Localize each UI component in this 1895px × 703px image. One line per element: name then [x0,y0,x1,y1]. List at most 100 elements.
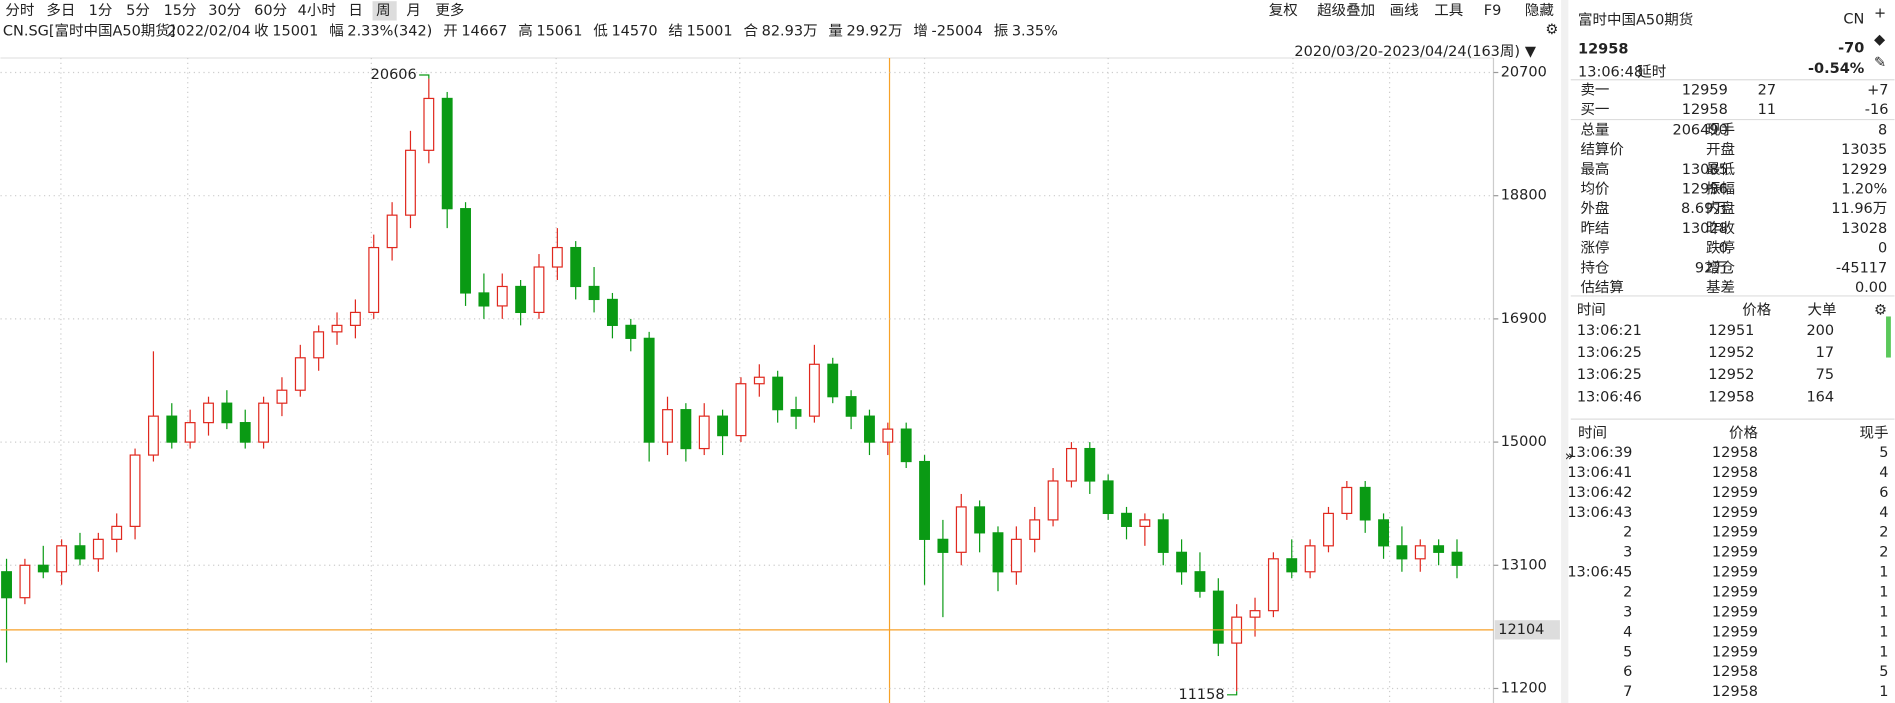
candle-body [1029,519,1041,540]
big-trade-time: 13:06:25 [1577,345,1642,361]
period-tab[interactable]: 分时 [5,2,34,19]
stat-label: 外盘 [1580,199,1609,217]
big-trade-price: 12952 [1708,367,1754,383]
info-label: 振 [994,22,1009,39]
candle-body [717,415,729,437]
tick-time: 3 [1623,604,1632,620]
candle-body [1267,558,1279,612]
tick-price: 12958 [1712,445,1758,461]
candle-body [1304,545,1316,573]
low-pointer [1227,691,1238,696]
bar-date: 2022/02/04 [167,23,250,39]
stat-label: 昨收 [1706,220,1735,237]
candle-body [496,285,508,307]
tick-time: 4 [1623,624,1632,640]
bell-button[interactable]: ◆ [1874,32,1886,48]
period-tab[interactable]: 15分 [164,2,197,19]
info-value: 29.92万 [847,23,903,39]
tick-price: 12958 [1712,664,1758,680]
settings-button[interactable]: ⚙ [1874,302,1887,318]
candle-body [313,331,325,359]
tick-price: 12958 [1712,684,1758,700]
candle-body [19,564,31,599]
tool-button[interactable]: 工具 [1434,3,1463,19]
tool-button[interactable]: 画线 [1390,2,1419,19]
candle-body [423,97,435,151]
splitter-arrow[interactable]: » [1565,449,1574,465]
tick-price: 12959 [1712,545,1758,561]
stat-value: -45117 [1836,260,1887,276]
quote-panel: + ◆ ✎ ⚙ ⚙ [1545,5,1895,420]
candle-body [1,571,12,599]
stat-label: 现手 [1706,121,1735,138]
tick-price: 12959 [1712,624,1758,640]
big-trade-qty: 75 [1816,367,1834,383]
info-value: 14570 [611,23,657,39]
candle-body [1121,512,1132,527]
stat-label: 跌停 [1706,240,1735,257]
period-tab[interactable]: 更多 [435,2,464,19]
candle-body [1010,538,1022,573]
candle-body [680,409,692,450]
period-tab[interactable]: 1分 [89,2,113,19]
info-value: 15061 [536,23,582,39]
candle-body [460,208,471,294]
period-tab[interactable]: 5分 [126,2,150,19]
stat-label: 内盘 [1706,199,1735,217]
period-tab[interactable]: 日 [348,3,363,19]
add-button[interactable]: + [1874,5,1886,21]
tool-button[interactable]: 复权 [1269,1,1298,19]
quote-code: CN [1843,11,1864,27]
candle-body [405,149,416,216]
book-price: 12959 [1682,83,1728,99]
active-period-bg [372,1,397,21]
tool-button[interactable]: 隐藏 [1525,2,1554,19]
edit-button[interactable]: ✎ [1874,55,1886,71]
candle-body [1323,512,1334,547]
tool-button[interactable]: 超级叠加 [1317,2,1375,19]
info-label: 合 [743,22,758,39]
candle-body [1286,558,1298,573]
y-tick-label: 15000 [1501,434,1547,450]
tick-time: 13:06:45 [1567,565,1632,581]
quote-delay: 延时 [1637,63,1666,80]
tick-time: 13:06:42 [1567,485,1632,501]
candle-body [625,324,637,339]
book-label: 卖一 [1580,82,1609,99]
tool-button[interactable]: F9 [1484,3,1502,19]
big-trade-price: 12958 [1708,389,1754,405]
book-price: 12958 [1682,102,1728,118]
range-dropdown[interactable]: ▼ [1525,44,1537,60]
big-trade-qty: 17 [1816,345,1834,361]
tick-qty: 4 [1879,505,1888,521]
tick-header: 价格 [1729,425,1758,442]
stat-value: 0 [1719,241,1728,257]
candle-body [1047,480,1059,521]
stat-value: 13028 [1841,221,1887,237]
panel-splitter[interactable] [1561,0,1569,703]
candle-body [1102,480,1114,515]
period-tab[interactable]: 多日 [46,2,75,19]
stat-label: 昨结 [1580,220,1609,237]
period-tab[interactable]: 60分 [254,2,287,19]
tick-qty: 1 [1879,624,1888,640]
period-tab[interactable]: 30分 [208,2,241,19]
stat-label: 开盘 [1706,140,1735,158]
chart-settings[interactable]: ⚙ [1545,22,1558,38]
period-tab[interactable]: 月 [406,3,421,19]
tick-qty: 2 [1879,525,1888,541]
quote-price: 12958 [1578,42,1628,58]
candle-body [992,532,1004,573]
period-tab[interactable]: 4小时 [298,2,336,19]
info-value: 15001 [687,23,733,39]
big-trade-header: 价格 [1742,301,1771,318]
period-tab[interactable]: 周 [376,3,391,19]
candle-body [515,285,527,314]
tick-time: 13:06:43 [1567,505,1632,521]
candle-body [698,415,710,450]
tick-time: 13:06:39 [1567,445,1632,461]
candle-body [900,428,912,463]
info-label: 高 [518,22,533,39]
stat-label: 涨停 [1580,240,1609,257]
